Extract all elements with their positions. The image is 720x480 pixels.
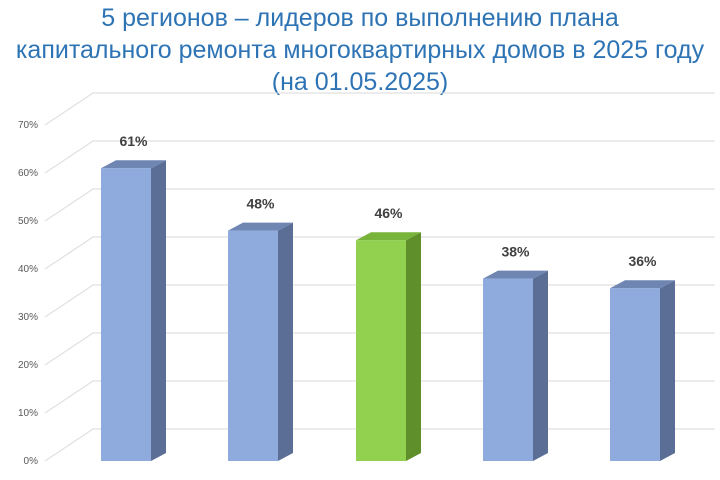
bar <box>483 270 548 461</box>
gridline <box>44 140 715 174</box>
y-tick-label: 40% <box>18 264 38 275</box>
y-tick-label: 10% <box>18 408 38 419</box>
bar-top <box>228 222 293 231</box>
data-labels: 61% 48% 46% 38% 36% <box>119 133 657 269</box>
bar <box>356 232 421 461</box>
data-label: 61% <box>119 133 148 149</box>
bar-front <box>101 168 151 461</box>
y-tick-label: 60% <box>18 168 38 179</box>
bars <box>101 160 675 461</box>
bar-side <box>660 280 675 461</box>
bar-side <box>151 160 166 461</box>
bar-front <box>228 230 278 461</box>
bar <box>228 222 293 461</box>
bar-front <box>483 278 533 461</box>
bar-side <box>533 270 548 461</box>
chart-title: 5 регионов – лидеров по выполнению плана… <box>0 2 720 98</box>
y-tick-label: 30% <box>18 312 38 323</box>
bar-front <box>356 240 406 461</box>
y-tick-label: 50% <box>18 216 38 227</box>
bar-top <box>610 280 675 289</box>
chart-title-line-3: (на 01.05.2025) <box>271 68 449 96</box>
bar-side <box>406 232 421 461</box>
chart-title-line-1: 5 регионов – лидеров по выполнению плана <box>101 4 619 32</box>
bar-side <box>278 222 293 461</box>
y-tick-label: 0% <box>24 456 39 467</box>
y-axis-ticks: 0% 10% 20% 30% 40% 50% 60% 70% <box>18 120 38 467</box>
chart-title-line-2: капитального ремонта многоквартирных дом… <box>15 36 705 64</box>
y-tick-label: 70% <box>18 120 38 131</box>
gridline <box>44 236 715 270</box>
y-tick-label: 20% <box>18 360 38 371</box>
bar-top <box>356 232 421 241</box>
bar-top <box>483 270 548 279</box>
bar <box>610 280 675 461</box>
data-label: 36% <box>628 253 657 269</box>
gridline <box>44 92 715 126</box>
data-label: 46% <box>374 205 403 221</box>
gridline <box>44 188 715 222</box>
bar-top <box>101 160 166 169</box>
bar-front <box>610 288 660 461</box>
data-label: 38% <box>501 244 530 260</box>
bar <box>101 160 166 461</box>
data-label: 48% <box>246 196 275 212</box>
